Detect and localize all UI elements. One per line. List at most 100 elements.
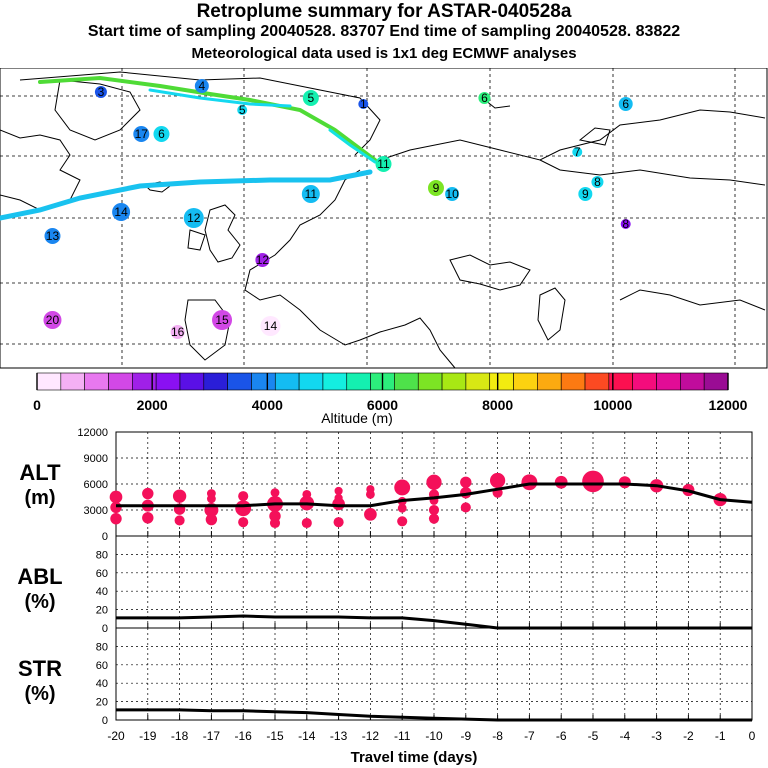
colorbar-tick-label: 0	[33, 397, 41, 413]
colorbar-cell	[60, 372, 85, 391]
x-tick-label: -7	[524, 729, 535, 743]
colorbar-cell	[84, 372, 109, 391]
trajectory-point-marker	[212, 310, 233, 330]
altitude-bubble	[365, 489, 375, 499]
altitude-bubble	[110, 501, 122, 514]
trajectory-point-label: 16	[171, 325, 185, 339]
x-tick-label: -17	[203, 729, 221, 743]
x-tick-label: -1	[715, 729, 726, 743]
x-tick-label: -2	[683, 729, 694, 743]
altitude-bubble	[460, 502, 471, 513]
trajectory-point-marker	[620, 219, 631, 229]
trajectory-point-label: 20	[46, 313, 60, 327]
altitude-bubble	[582, 470, 604, 493]
altitude-bubble	[142, 487, 154, 500]
x-tick-label: -13	[330, 729, 348, 743]
trajectory-point: 17	[133, 126, 150, 142]
time-series-panels: 120009000600030000ALT(m)806040200ABL(%)8…	[17, 428, 756, 766]
colorbar-cell	[108, 372, 133, 391]
colorbar-cell	[632, 372, 657, 391]
trajectory-point-marker	[427, 180, 444, 196]
trajectory-point: 10	[445, 187, 460, 201]
colorbar-cell	[227, 372, 252, 391]
trajectory-point-label: 6	[481, 91, 488, 105]
altitude-bubble	[334, 486, 343, 496]
trajectory-point-marker	[153, 126, 170, 142]
trajectory-point-label: 6	[158, 127, 165, 141]
trajectory-point: 6	[153, 126, 170, 142]
panel-unit: (%)	[24, 683, 55, 705]
x-tick-label: -5	[588, 729, 599, 743]
trajectory-point-label: 3	[98, 85, 105, 99]
altitude-bubble	[394, 479, 411, 496]
trajectory-point-label: 15	[215, 313, 229, 327]
y-tick-label: 0	[102, 623, 108, 635]
trajectory-point-marker	[302, 90, 319, 106]
trajectory-point: 12	[183, 208, 204, 228]
x-axis-label: Travel time (days)	[351, 749, 478, 766]
trajectory-point-marker	[170, 325, 185, 339]
panel-title: ABL	[17, 564, 62, 589]
series-line-alt	[116, 482, 753, 508]
trajectory-point: 16	[170, 325, 185, 339]
colorbar-cell	[417, 372, 443, 391]
altitude-bubble	[110, 512, 122, 525]
colorbar-cell	[155, 372, 181, 391]
trajectory-point-marker	[578, 187, 593, 201]
colorbar-cell	[584, 372, 610, 391]
x-tick-label: -20	[107, 729, 125, 743]
colorbar-tick-label: 6000	[367, 397, 398, 413]
trajectory-point-marker	[358, 99, 369, 109]
coastlines	[0, 71, 766, 369]
x-tick-label: -14	[298, 729, 316, 743]
trajectory-point-label: 14	[264, 319, 278, 333]
x-tick-label: -4	[619, 729, 630, 743]
trajectory-point: 14	[260, 316, 281, 336]
altitude-bubble	[397, 516, 408, 527]
trajectory-point-marker	[301, 185, 320, 203]
trajectory-point: 8	[591, 175, 604, 189]
y-tick-label: 20	[96, 605, 108, 617]
altitude-bubble	[428, 504, 440, 516]
colorbar-tick-label: 4000	[252, 397, 283, 413]
altitude-bubble	[172, 489, 187, 503]
colorbar-title: Altitude (m)	[321, 410, 393, 426]
colorbar-cell	[537, 372, 562, 391]
altitude-bubble	[235, 500, 252, 517]
colorbar-tick-labels: 0 2000 4000 6000 8000 10000 12000	[33, 373, 748, 413]
trajectory-point: 8	[620, 217, 631, 231]
y-tick-label: 6000	[84, 479, 108, 491]
panel-alt: 12000 9000 6000 3000 0 ALT(m)	[19, 428, 753, 543]
y-tick-label: 20	[96, 697, 108, 709]
colorbar-cell	[465, 372, 491, 391]
altitude-bubble	[270, 488, 280, 498]
colorbar-cell	[560, 372, 586, 391]
colorbar-cell	[346, 372, 371, 391]
trajectory-point-label: 11	[305, 187, 318, 201]
trajectory-point-marker	[194, 79, 209, 93]
trajectory-point-label: 4	[198, 79, 205, 93]
colorbar-cell	[441, 372, 467, 391]
colorbar-cell	[489, 372, 514, 391]
y-tick-label: 0	[102, 715, 108, 727]
colorbar-cell	[703, 372, 729, 391]
trajectory-point-label: 1	[360, 97, 367, 111]
trajectory-point: 11	[301, 185, 320, 203]
trajectory-point-label: 8	[622, 217, 629, 231]
altitude-bubble	[206, 494, 216, 504]
trajectory-point-label: 17	[135, 127, 149, 141]
trajectory-point: 1	[358, 97, 369, 111]
x-tick-label: -18	[171, 729, 189, 743]
trajectory-point: 20	[43, 311, 62, 329]
trajectory-point-label: 8	[594, 175, 601, 189]
x-tick-label: -6	[556, 729, 567, 743]
colorbar-cell	[251, 372, 276, 391]
x-tick-label: -15	[266, 729, 284, 743]
altitude-bubble	[109, 490, 123, 504]
y-tick-label: 3000	[84, 505, 108, 517]
trajectory-tracks	[0, 75, 377, 221]
colorbar-cell	[298, 372, 324, 391]
series-line-str	[116, 708, 752, 722]
trajectory-point-label: 6	[622, 97, 629, 111]
